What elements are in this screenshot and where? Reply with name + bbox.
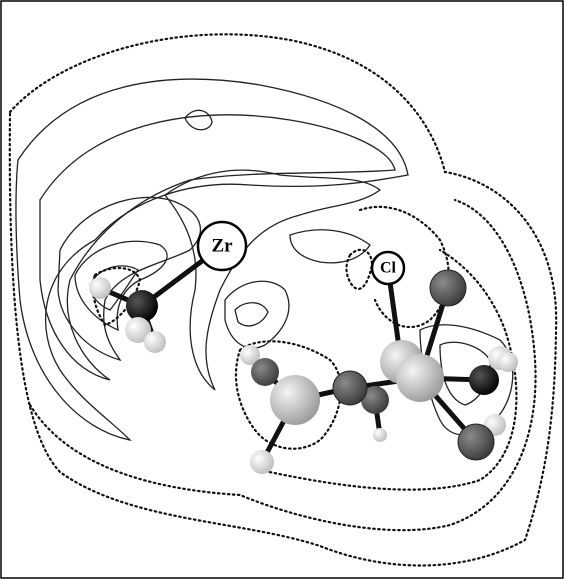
atom-label: Cl	[380, 260, 397, 277]
figure: Zr Cl	[0, 0, 564, 579]
frame	[1, 1, 563, 578]
atom-label: Zr	[211, 235, 233, 256]
